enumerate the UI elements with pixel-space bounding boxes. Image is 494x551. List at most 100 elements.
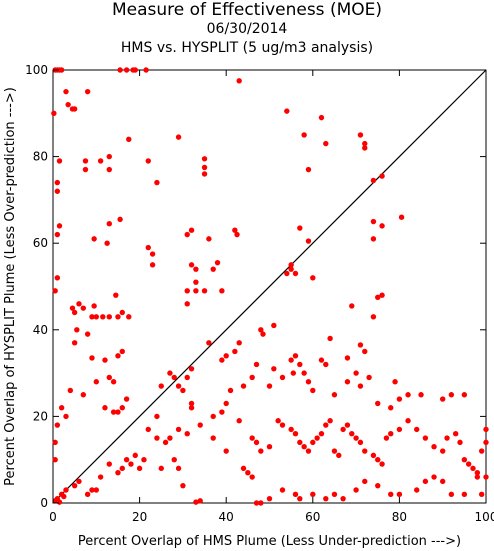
data-point [100,314,106,320]
data-point [71,340,78,346]
reference-diagonal [52,69,487,504]
data-point [89,314,95,320]
data-point [392,379,398,385]
data-point [318,357,325,363]
data-point [193,288,199,294]
data-point [54,275,61,281]
data-point [288,357,294,363]
data-point [297,361,303,368]
data-point [478,491,485,498]
data-point [175,465,182,472]
data-point [422,435,429,441]
data-point [290,370,297,376]
data-point [58,67,65,73]
data-point [344,422,351,428]
data-point [188,400,195,407]
data-point [357,439,364,446]
data-point [388,491,394,498]
data-point [331,448,338,454]
data-point [331,392,338,398]
data-point [154,413,160,420]
data-point [314,435,320,441]
data-point [236,78,242,84]
chart-subtitle-analysis: HMS vs. HYSPLIT (5 ug/m3 analysis) [120,40,374,56]
data-point [56,223,63,229]
data-point [154,179,160,186]
data-point [271,366,277,372]
data-point [448,491,455,498]
data-point [63,413,69,420]
data-point [223,448,229,454]
data-point [106,374,112,381]
data-point [132,67,138,73]
data-point [465,461,472,467]
data-point [180,482,186,489]
data-point [440,478,446,485]
data-point [323,495,329,502]
data-point [362,145,368,151]
data-point [258,500,264,506]
data-point [318,114,325,121]
data-point [310,275,316,281]
data-point [106,166,112,173]
diagonal-line [52,69,487,504]
data-point [71,106,78,112]
data-point [219,357,225,363]
data-point [82,166,89,173]
x-tick-label: 80 [392,510,407,524]
data-points [51,67,489,506]
y-tick-label: 20 [33,409,48,423]
data-point [323,422,329,428]
data-point [117,216,123,223]
data-point [76,478,82,485]
data-point [180,387,186,394]
data-point [253,439,260,446]
data-point [123,396,130,402]
data-point [305,166,312,173]
data-point [310,491,316,498]
data-point [97,474,104,480]
data-point [305,448,312,454]
data-point [370,177,377,184]
data-point [132,452,138,459]
data-point [260,331,266,337]
data-point [349,303,355,309]
data-point [266,444,273,450]
data-point [158,465,164,472]
data-point [123,67,130,73]
data-point [115,409,121,415]
data-point [318,431,325,437]
data-point [297,439,303,446]
data-point [149,251,156,257]
data-point [305,238,312,244]
data-point [258,327,264,333]
data-point [279,374,286,381]
data-point [362,140,368,147]
data-point [349,431,355,437]
data-point [82,158,89,164]
x-axis-title: Percent Overlap of HMS Plume (Less Under… [78,534,461,549]
data-point [106,314,112,320]
data-point [340,426,346,433]
data-point [422,478,429,485]
data-point [357,132,364,138]
data-point [375,482,381,489]
data-point [158,383,164,389]
data-point [65,101,71,108]
data-point [145,244,151,251]
data-point [201,164,208,171]
data-point [305,379,312,385]
data-point [353,370,359,376]
data-point [80,392,87,398]
data-point [249,435,255,441]
data-point [56,158,63,164]
y-axis: 0 20 40 60 80 100 [25,63,486,510]
data-point [119,348,125,355]
data-point [478,448,485,454]
data-point [375,457,381,463]
data-point [405,392,411,398]
data-point [284,108,290,114]
data-point [362,478,368,485]
data-point [370,218,377,225]
